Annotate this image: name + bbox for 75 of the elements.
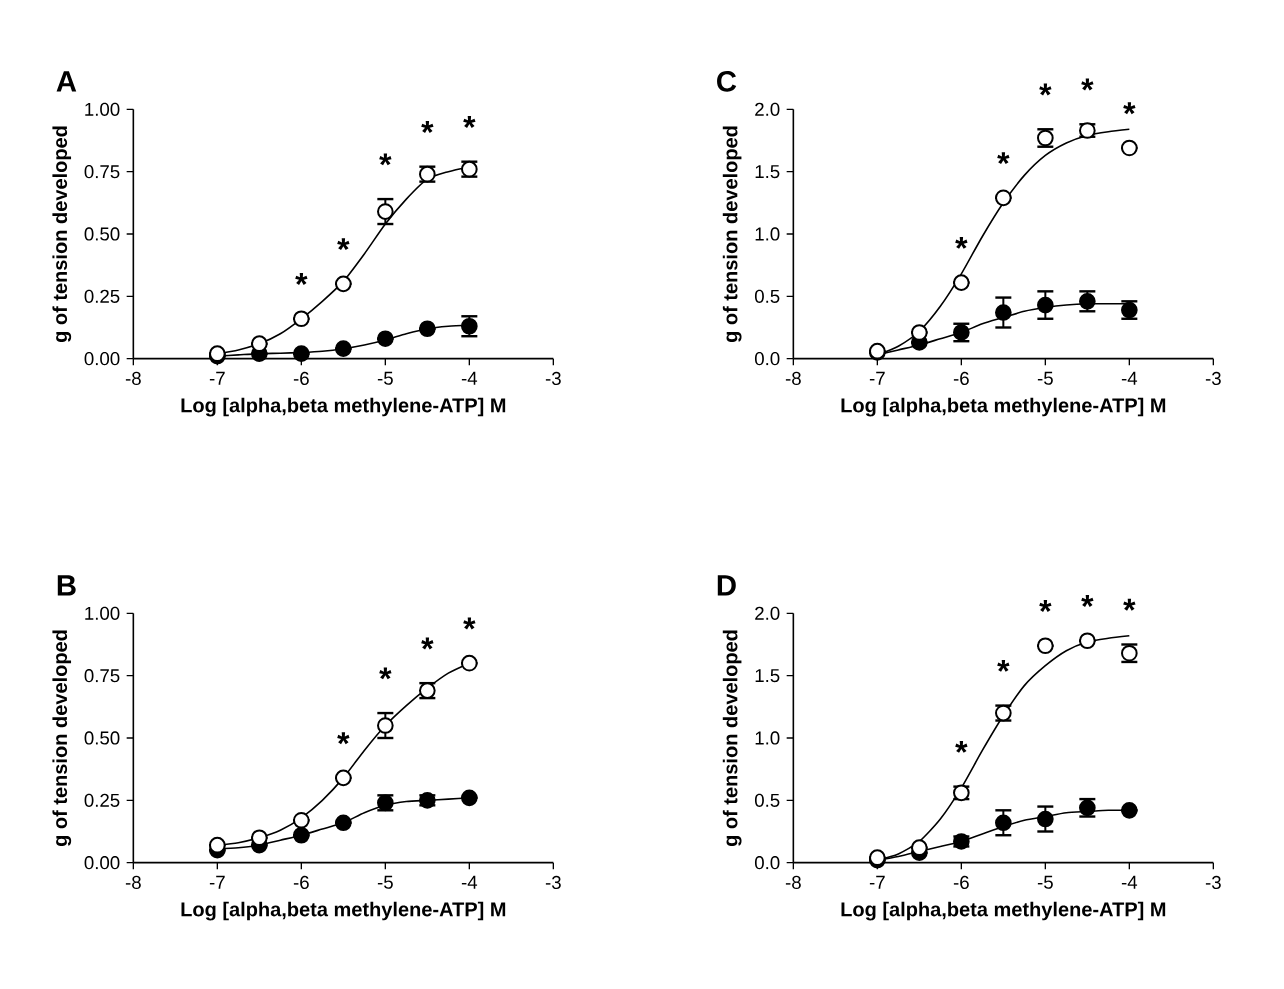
chart-title: A: [56, 71, 77, 92]
annotation: *: [295, 272, 308, 285]
x-axis-title: Log [alpha,beta methylene-ATP] M: [181, 901, 506, 921]
y-tick-label: 1.0: [755, 227, 780, 241]
x-tick-label: -8: [125, 875, 141, 889]
y-tick-label: 0.00: [84, 855, 120, 870]
x-tick-label: -8: [785, 875, 801, 889]
x-tick-label: -4: [461, 371, 478, 385]
x-axis-title: Log [alpha,beta methylene-ATP] M: [181, 397, 506, 417]
x-tick-label: -5: [1037, 875, 1053, 889]
y-tick-label: 1.00: [85, 606, 120, 620]
annotation: *: [997, 659, 1010, 672]
annotation: *: [463, 617, 476, 630]
y-tick-label: 0.00: [84, 351, 120, 366]
x-tick-label: -6: [953, 371, 969, 385]
y-tick-label: 0.5: [754, 793, 780, 807]
y-tick-label: 0.0: [754, 855, 780, 870]
y-tick-label: 0.25: [84, 289, 120, 303]
x-tick-label: -3: [1205, 875, 1221, 889]
annotation: *: [955, 740, 968, 753]
annotation: *: [1123, 102, 1136, 115]
x-tick-label: -8: [125, 371, 141, 385]
annotation: *: [337, 238, 350, 250]
text: *: [1123, 598, 1136, 611]
annotation: *: [379, 667, 392, 680]
y-tick-label: 0.25: [84, 793, 120, 807]
y-tick-label: 2.0: [755, 606, 780, 620]
text: *: [1039, 599, 1052, 612]
y-tick-label: 0.0: [754, 351, 780, 366]
text: *: [1039, 83, 1052, 96]
y-tick-label: 0.50: [84, 731, 120, 745]
y-tick-label: 1.00: [85, 102, 120, 116]
x-tick-label: -4: [461, 875, 478, 889]
annotation: *: [379, 153, 392, 166]
y-axis-title: g of tension developed: [722, 630, 742, 846]
annotation: *: [421, 120, 434, 133]
chart-title: B: [57, 575, 76, 596]
y-axis-title: g of tension developed: [722, 126, 742, 342]
x-tick-label: -6: [293, 875, 309, 889]
y-tick-label: 2.0: [755, 102, 780, 116]
annotation: *: [337, 732, 350, 744]
x-tick-label: -6: [953, 875, 969, 889]
x-tick-label: -7: [209, 371, 225, 385]
x-tick-label: -4: [1121, 875, 1138, 889]
y-tick-label: 0.75: [84, 668, 120, 683]
annotation: *: [997, 152, 1010, 164]
y-tick-label: 0.50: [84, 227, 120, 241]
text: *: [1081, 594, 1094, 607]
chart-title: D: [717, 575, 736, 596]
x-tick-label: -3: [545, 875, 561, 889]
x-axis-title: Log [alpha,beta methylene-ATP] M: [841, 901, 1166, 921]
annotation: *: [463, 115, 476, 128]
x-axis-title: Log [alpha,beta methylene-ATP] M: [841, 397, 1166, 417]
annotation: *: [421, 637, 434, 650]
y-tick-label: 1.5: [755, 668, 780, 683]
y-axis-title: g of tension developed: [52, 126, 72, 342]
y-tick-label: 1.5: [755, 164, 780, 179]
y-axis-title: g of tension developed: [52, 630, 72, 846]
x-tick-label: -6: [293, 371, 309, 385]
chart-title: C: [717, 70, 737, 92]
x-tick-label: -8: [785, 371, 801, 385]
x-tick-label: -7: [869, 371, 885, 385]
x-tick-label: -5: [1037, 371, 1053, 385]
x-tick-label: -3: [545, 371, 561, 385]
y-tick-label: 1.0: [755, 731, 780, 745]
x-tick-label: -5: [377, 875, 393, 889]
y-tick-label: 0.5: [754, 289, 780, 303]
y-tick-label: 0.75: [84, 164, 120, 179]
x-tick-label: -7: [869, 875, 885, 889]
x-tick-label: -4: [1121, 371, 1138, 385]
annotation: *: [955, 236, 968, 249]
x-tick-label: -3: [1205, 371, 1221, 385]
text: *: [1081, 78, 1094, 91]
x-tick-label: -5: [377, 371, 393, 385]
x-tick-label: -7: [209, 875, 225, 889]
